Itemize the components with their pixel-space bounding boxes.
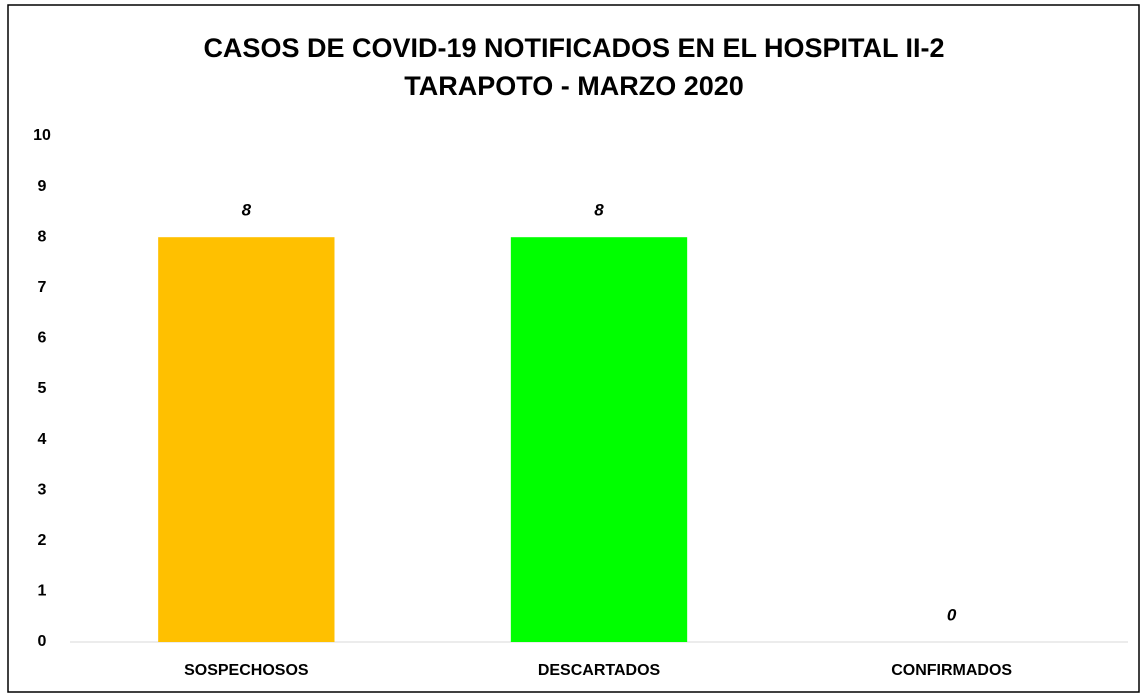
y-tick-label: 1 [38,583,47,600]
value-label: 8 [242,201,252,220]
y-tick-label: 7 [38,279,47,296]
y-tick-label: 3 [38,481,47,498]
y-tick-label: 6 [38,330,47,347]
y-tick-label: 0 [38,633,47,650]
y-tick-label: 4 [38,431,47,448]
bar [158,237,335,642]
y-tick-label: 2 [38,532,47,549]
y-tick-label: 8 [38,228,47,245]
x-tick-label: SOSPECHOSOS [184,662,309,679]
y-tick-label: 10 [33,127,51,144]
value-label: 8 [594,201,604,220]
x-tick-label: DESCARTADOS [538,662,661,679]
chart-title: TARAPOTO - MARZO 2020 [404,71,744,101]
x-tick-label: CONFIRMADOS [891,662,1012,679]
y-tick-label: 5 [38,380,47,397]
chart-title: CASOS DE COVID-19 NOTIFICADOS EN EL HOSP… [203,33,944,63]
bar [510,237,688,642]
value-label: 0 [947,605,957,624]
y-tick-label: 9 [38,178,47,195]
